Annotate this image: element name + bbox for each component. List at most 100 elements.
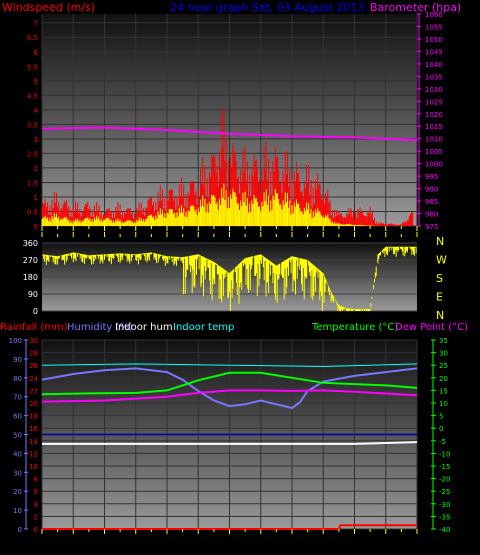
temperature-tick-label: 5 xyxy=(439,413,443,421)
indoor-hum-label: Indoor hum xyxy=(115,322,173,333)
humidity-tick-label: 40 xyxy=(13,450,22,458)
barometer-tick-label: 1000 xyxy=(425,161,443,169)
barometer-tick-label: 1040 xyxy=(425,61,443,69)
temperature-tick-label: 25 xyxy=(439,362,448,370)
temperature-tick-label: -20 xyxy=(439,476,450,484)
compass-label: N xyxy=(436,309,444,322)
temperature-tick-label: 20 xyxy=(439,375,448,383)
x-tick-label: 18 xyxy=(318,233,330,243)
x-tick-label: 18 xyxy=(318,234,330,244)
barometer-tick-label: 1045 xyxy=(425,48,443,56)
temperature-tick-label: -10 xyxy=(439,450,450,458)
humidity-tick-label: 80 xyxy=(13,375,22,383)
humidity-tick-label: 60 xyxy=(13,413,22,421)
x-tick-label: 10 xyxy=(193,234,205,244)
temperature-tick-label: -25 xyxy=(439,488,450,496)
wind-panel-grid xyxy=(41,14,418,227)
indoor-temp-label: Indoor temp xyxy=(173,322,234,333)
temperature-series xyxy=(41,371,418,396)
windspeed-tick-label: 0.5 xyxy=(27,208,38,216)
x-tick-label: 02 xyxy=(68,234,79,244)
windspeed-axis-label: Windspeed (m/s) xyxy=(2,1,95,14)
wind-direction-series xyxy=(42,246,417,311)
temperature-tick-label: 15 xyxy=(439,387,448,395)
x-tick-label: 20 xyxy=(349,233,361,243)
windspeed-tick-label: 3.5 xyxy=(27,121,38,129)
temperature-tick-label: 0 xyxy=(439,425,443,433)
rainfall-axis-label: Rainfall (mm) xyxy=(0,322,68,333)
barometer-tick-label: 1010 xyxy=(425,136,443,144)
rain-series xyxy=(42,524,417,530)
barometer-tick-label: 1015 xyxy=(425,123,443,131)
barometer-tick-label: 1050 xyxy=(425,36,443,44)
humidity-tick-label: 0 xyxy=(18,526,22,534)
rain-tick-label: 20 xyxy=(29,400,38,408)
x-tick-label: 22 xyxy=(380,234,391,244)
rain-tick-label: 14 xyxy=(29,438,38,446)
rain-tick-label: 24 xyxy=(29,375,38,383)
x-tick-label: 06 xyxy=(130,233,142,243)
barometer-tick-label: 980 xyxy=(425,211,438,219)
x-tick-label: 22 xyxy=(380,233,391,243)
windspeed-tick-label: 0 xyxy=(34,223,38,231)
direction-tick-label: 90 xyxy=(28,290,38,299)
humidity-tick-label: 30 xyxy=(13,469,22,477)
x-tick-label: 06 xyxy=(130,537,142,547)
barometer-tick-label: 975 xyxy=(425,223,438,231)
windspeed-tick-label: 2.5 xyxy=(27,150,38,158)
windspeed-tick-label: 3 xyxy=(34,136,38,144)
rain-tick-label: 8 xyxy=(34,476,38,484)
barometer-tick-label: 995 xyxy=(425,173,438,181)
x-tick-label: 20 xyxy=(349,234,361,244)
humidity-tick-label: 10 xyxy=(13,507,22,515)
rain-tick-label: 0 xyxy=(34,526,38,534)
x-tick-label: 08 xyxy=(161,233,173,243)
dewpoint-axis-label: Dew Point (°C) xyxy=(395,322,468,333)
direction-tick-label: 0 xyxy=(33,307,38,316)
temperature-tick-label: -40 xyxy=(439,526,450,534)
rain-tick-label: 12 xyxy=(29,450,38,458)
windspeed-tick-label: 7 xyxy=(34,20,38,28)
rain-tick-label: 18 xyxy=(29,413,38,421)
compass-label: E xyxy=(436,291,443,304)
x-tick-label: 06 xyxy=(130,234,142,244)
dew-point-series xyxy=(41,389,418,403)
barometer-tick-label: 985 xyxy=(425,198,438,206)
temperature-tick-label: -35 xyxy=(439,513,450,521)
rain-tick-label: 10 xyxy=(29,463,38,471)
humidity-tick-label: 90 xyxy=(13,356,22,364)
x-tick-label: 14 xyxy=(255,233,267,243)
barometer-tick-label: 1035 xyxy=(425,73,443,81)
x-tick-label: 02 xyxy=(68,537,79,547)
rain-tick-label: 2 xyxy=(34,513,38,521)
chart-title: 24 hour graph Sat, 03 August 2013 xyxy=(170,1,364,14)
windspeed-tick-label: 1 xyxy=(34,194,38,202)
x-tick-label: 12 xyxy=(224,234,235,244)
humidity-tick-label: 70 xyxy=(13,394,22,402)
temperature-tick-label: 10 xyxy=(439,400,448,408)
windspeed-tick-label: 5 xyxy=(34,78,38,86)
x-tick-label: 08 xyxy=(161,234,173,244)
windspeed-tick-label: 6 xyxy=(34,49,39,57)
x-tick-label: 08 xyxy=(161,537,173,547)
temperature-tick-label: -5 xyxy=(439,438,446,446)
x-tick-label: 04 xyxy=(99,234,111,244)
humidity-tick-label: 100 xyxy=(9,337,22,345)
humidity-tick-label: 20 xyxy=(13,488,22,496)
temp-panel-axes: 0246810121416182022242628300102030405060… xyxy=(9,337,451,547)
rain-tick-label: 30 xyxy=(29,337,38,345)
temperature-tick-label: -30 xyxy=(439,501,450,509)
barometer-tick-label: 1005 xyxy=(425,148,443,156)
x-tick-label: 04 xyxy=(99,233,111,243)
x-tick-label: 14 xyxy=(255,234,267,244)
x-tick-label: 14 xyxy=(255,537,267,547)
humidity-axis-label: Humidity (%) xyxy=(67,322,133,333)
windspeed-tick-label: 4.5 xyxy=(27,92,38,100)
rain-tick-label: 6 xyxy=(34,488,39,496)
x-tick-label: 16 xyxy=(286,234,298,244)
x-tick-label: 02 xyxy=(68,233,79,243)
barometer-tick-label: 1055 xyxy=(425,23,443,31)
direction-panel-series xyxy=(42,246,417,311)
x-tick-label: 10 xyxy=(193,537,205,547)
